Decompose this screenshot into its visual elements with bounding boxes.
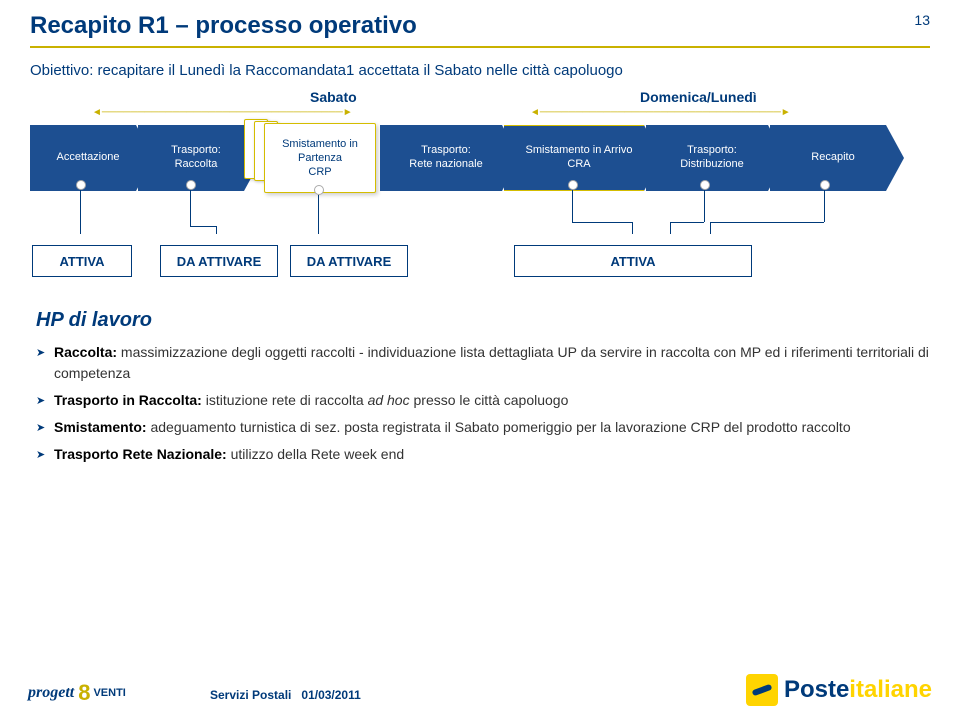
bullet-list: Raccolta: massimizzazione degli oggetti … — [36, 342, 930, 465]
posteitaliane-logo: Posteitaliane — [746, 674, 932, 706]
page-number: 13 — [914, 12, 930, 28]
subtitle: Obiettivo: recapitare il Lunedì la Racco… — [30, 62, 930, 79]
slide-title: Recapito R1 – processo operativo — [30, 12, 417, 40]
status-da-attivare-1: DA ATTIVARE — [160, 245, 278, 277]
process-flow: Accettazione Trasporto:Raccolta Smistame… — [30, 125, 930, 205]
status-attiva-2: ATTIVA — [514, 245, 752, 277]
day-labels: ◄──────────────────────────────────► Sab… — [40, 93, 920, 117]
dot-1 — [76, 180, 86, 190]
bullet-trasporto-raccolta: Trasporto in Raccolta: istituzione rete … — [36, 390, 930, 411]
dot-4 — [568, 180, 578, 190]
day-label-domenica: Domenica/Lunedì — [640, 89, 757, 105]
hp-title: HP di lavoro — [36, 309, 930, 332]
dot-5 — [700, 180, 710, 190]
footer-text: Servizi Postali 01/03/2011 — [210, 688, 361, 702]
status-da-attivare-2: DA ATTIVARE — [290, 245, 408, 277]
dot-6 — [820, 180, 830, 190]
progetto-venti-logo: progett8VENTI — [28, 680, 126, 706]
bullet-smistamento: Smistamento: adeguamento turnistica di s… — [36, 417, 930, 438]
status-attiva-1: ATTIVA — [32, 245, 132, 277]
step-smistamento-partenza: Smistamento inPartenzaCRP — [264, 123, 376, 193]
dot-3 — [314, 185, 324, 195]
dot-2 — [186, 180, 196, 190]
bullet-raccolta: Raccolta: massimizzazione degli oggetti … — [36, 342, 930, 384]
bullet-trasporto-nazionale: Trasporto Rete Nazionale: utilizzo della… — [36, 444, 930, 465]
footer: progett8VENTI Servizi Postali 01/03/2011… — [0, 654, 960, 716]
status-row: ATTIVA DA ATTIVARE DA ATTIVARE ATTIVA — [30, 245, 930, 279]
posteitaliane-icon — [746, 674, 778, 706]
day-label-sabato: Sabato — [310, 89, 357, 105]
step-trasporto-rete: Trasporto:Rete nazionale — [380, 125, 502, 191]
